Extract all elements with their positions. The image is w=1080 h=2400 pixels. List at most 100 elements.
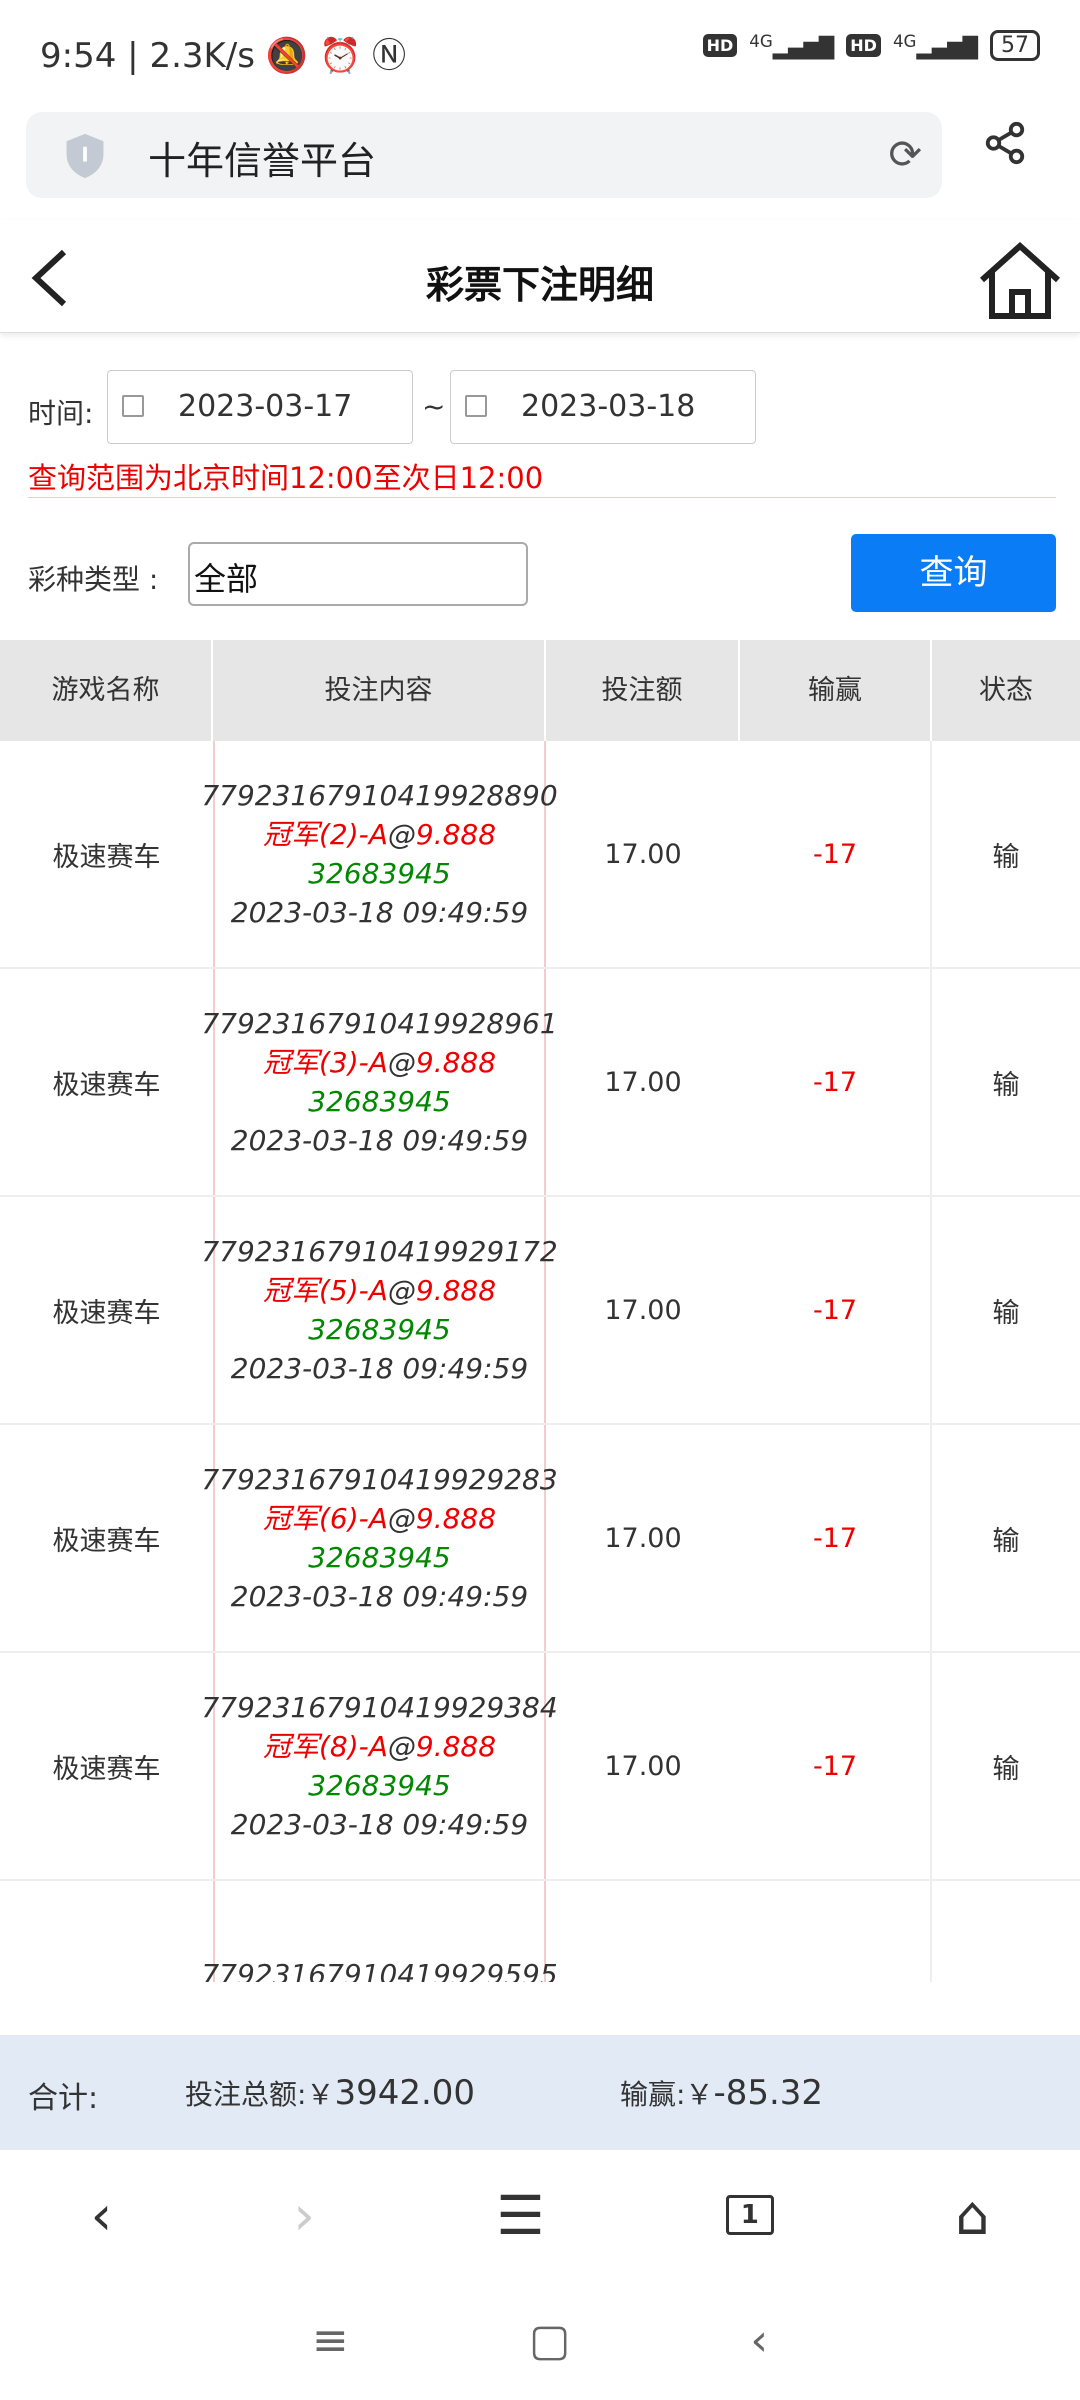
page-header: 彩票下注明细	[0, 220, 1080, 333]
bet-odds: 9.888	[415, 1730, 497, 1763]
bet-content: 77923167910419929384 冠军(8)-A@9.888 32683…	[201, 1653, 558, 1879]
win-loss: -17	[740, 1425, 932, 1651]
col-status: 状态	[979, 675, 1033, 706]
col-amount: 投注额	[546, 640, 740, 741]
bet-content: 77923167910419928890 冠军(2)-A@9.888 32683…	[201, 741, 558, 967]
date-from-input[interactable]: 2023-03-17	[107, 370, 413, 444]
home-icon[interactable]	[978, 240, 1062, 320]
bet-amount: 17.00	[604, 1294, 682, 1326]
bet-status: 输	[992, 1753, 1020, 1785]
lottery-type-label: 彩种类型 :	[28, 563, 159, 596]
hd-icon: HD	[846, 34, 881, 57]
calendar-icon	[465, 395, 487, 417]
system-nav: ≡ ▢ ‹	[0, 2280, 1080, 2400]
bet-amount	[546, 1881, 740, 1982]
bet-odds: 9.888	[415, 818, 497, 851]
home-icon[interactable]: ⌂	[955, 2183, 990, 2247]
col-game: 游戏名称	[0, 640, 213, 741]
game-name: 极速赛车	[52, 1297, 161, 1329]
signal-icon: 4G▂▄▆█	[749, 31, 835, 60]
time-label: 时间:	[28, 397, 94, 430]
lottery-type-select[interactable]: 全部	[188, 542, 528, 606]
bet-table[interactable]: 极速赛车 77923167910419928890 冠军(2)-A@9.888 …	[0, 741, 1080, 1982]
table-row: 极速赛车 77923167910419929595 冠军(10)-A@9.888	[0, 1881, 1080, 1982]
bet-id: 77923167910419929172	[201, 1235, 558, 1268]
mute-icon: 🔕	[265, 36, 309, 76]
menu-icon[interactable]: ☰	[496, 2183, 545, 2247]
win-loss: -17	[740, 741, 932, 967]
bet-pick: 冠军(5)-A	[262, 1274, 388, 1307]
bet-pick: 冠军(8)-A	[262, 1730, 388, 1763]
page-title: 彩票下注明细	[425, 263, 654, 307]
bet-id: 77923167910419929384	[201, 1691, 558, 1724]
winloss-label: 输赢:￥	[620, 2078, 714, 2111]
total-label: 合计:	[28, 2081, 99, 2116]
bet-content: 77923167910419929172 冠军(5)-A@9.888 32683…	[201, 1197, 558, 1423]
bet-pick: 冠军(3)-A	[262, 1046, 388, 1079]
battery-icon: 57	[990, 30, 1040, 61]
table-row: 极速赛车 77923167910419929172 冠军(5)-A@9.888 …	[0, 1197, 1080, 1425]
bet-time: 2023-03-18 09:49:59	[230, 896, 529, 929]
game-name: 极速赛车	[52, 1753, 161, 1785]
table-row: 极速赛车 77923167910419928961 冠军(3)-A@9.888 …	[0, 969, 1080, 1197]
issue-number: 32683945	[308, 1313, 451, 1346]
issue-number: 32683945	[308, 1541, 451, 1574]
back-icon[interactable]	[30, 248, 70, 308]
bet-content: 77923167910419929283 冠军(6)-A@9.888 32683…	[201, 1425, 558, 1651]
address-bar[interactable]: 十年信誉平台 ⟳	[26, 112, 942, 198]
bet-amount: 17.00	[604, 838, 682, 870]
table-row: 极速赛车 77923167910419929283 冠军(6)-A@9.888 …	[0, 1425, 1080, 1653]
home-button-icon[interactable]: ▢	[528, 2314, 571, 2366]
bet-odds: 9.888	[415, 1502, 497, 1535]
bet-total-label: 投注总额:￥	[185, 2078, 335, 2111]
win-loss: -17	[740, 1653, 932, 1879]
bet-time: 2023-03-18 09:49:59	[230, 1580, 529, 1613]
bet-time: 2023-03-18 09:49:59	[230, 1808, 529, 1841]
col-content: 投注内容	[213, 640, 546, 741]
recents-icon[interactable]: ≡	[311, 2314, 349, 2366]
bet-status: 输	[992, 1069, 1020, 1101]
bet-pick: 冠军(2)-A	[262, 818, 388, 851]
bet-odds: 9.888	[415, 1046, 497, 1079]
bet-time: 2023-03-18 09:49:59	[230, 1124, 529, 1157]
issue-number: 32683945	[308, 857, 451, 890]
col-winloss: 输赢	[740, 640, 932, 741]
share-icon[interactable]	[982, 120, 1028, 166]
bet-amount: 17.00	[604, 1066, 682, 1098]
winloss-value: -85.32	[713, 2073, 824, 2113]
issue-number: 32683945	[308, 1085, 451, 1118]
date-separator: ~	[422, 390, 446, 423]
query-button[interactable]: 查询	[851, 534, 1056, 612]
win-loss: -17	[740, 1197, 932, 1423]
bet-status: 输	[992, 1525, 1020, 1557]
bet-id: 77923167910419928890	[201, 779, 558, 812]
bet-status: 输	[992, 1297, 1020, 1329]
summary-bar: 合计: 投注总额:￥3942.00 输赢:￥-85.32	[0, 2035, 1080, 2150]
bet-total-value: 3942.00	[334, 2073, 476, 2113]
hd-icon: HD	[702, 34, 738, 57]
divider	[28, 497, 1056, 498]
shield-icon	[66, 133, 104, 179]
back-icon[interactable]: ‹	[750, 2314, 769, 2366]
bet-amount: 17.00	[604, 1522, 682, 1554]
back-icon[interactable]: ‹	[90, 2183, 113, 2247]
clock: 9:54	[40, 36, 117, 76]
date-to-input[interactable]: 2023-03-18	[450, 370, 756, 444]
reload-icon[interactable]: ⟳	[888, 132, 922, 178]
game-name: 极速赛车	[52, 841, 161, 873]
game-name: 极速赛车	[52, 1069, 161, 1101]
game-name: 极速赛车	[52, 1525, 161, 1557]
page-url-title: 十年信誉平台	[148, 139, 377, 183]
table-header: 游戏名称 投注内容 投注额 输赢 状态	[0, 640, 1080, 741]
nfc-icon: Ⓝ	[372, 36, 407, 76]
bet-content: 77923167910419928961 冠军(3)-A@9.888 32683…	[201, 969, 558, 1195]
bet-id: 77923167910419929595	[201, 1958, 558, 1982]
status-bar: 9:54 | 2.3K/s 🔕 ⏰ Ⓝ HD 4G▂▄▆█ HD 4G▂▄▆█ 57	[0, 0, 1080, 100]
bet-id: 77923167910419929283	[201, 1463, 558, 1496]
game-name: 极速赛车	[0, 1881, 213, 1983]
table-row: 极速赛车 77923167910419928890 冠军(2)-A@9.888 …	[0, 741, 1080, 969]
forward-icon[interactable]: ›	[293, 2183, 315, 2247]
bet-amount: 17.00	[604, 1750, 682, 1782]
bet-status	[932, 1881, 1080, 1982]
tabs-icon[interactable]: 1	[725, 2195, 774, 2235]
